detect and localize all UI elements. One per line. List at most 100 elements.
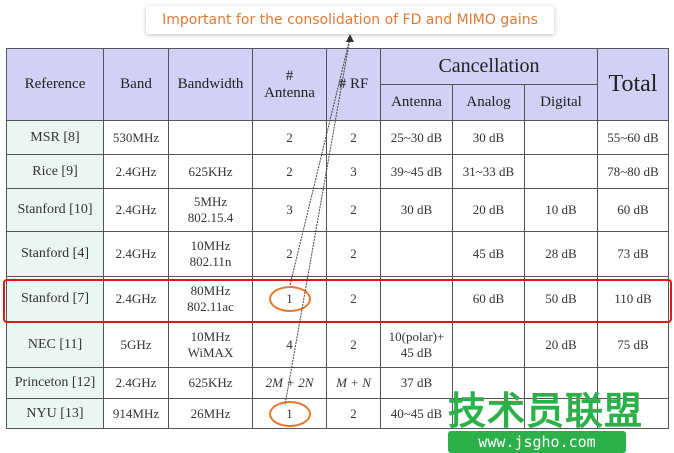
cell-text: 55~60 dB xyxy=(607,129,659,145)
cell-text: MSR [8] xyxy=(30,129,80,145)
header-total: Total xyxy=(597,48,669,121)
cell-text: NYU [13] xyxy=(26,405,84,421)
cell-text: 625KHz xyxy=(188,163,233,179)
cell-text: 3 xyxy=(286,202,293,217)
cell-c-analog xyxy=(452,398,525,429)
cell-text: M + N xyxy=(336,375,371,390)
cell-total xyxy=(597,398,669,429)
cell-text: 60 dB xyxy=(617,202,649,217)
cell-reference: MSR [8] xyxy=(6,120,104,155)
cell-rf: 2 xyxy=(326,276,381,322)
cell-text: 110 dB xyxy=(614,291,652,306)
cell-reference: Stanford [10] xyxy=(6,188,104,232)
cell-reference: NYU [13] xyxy=(6,398,104,429)
cell-antenna: 1 xyxy=(252,276,327,322)
cell-text: 39~45 dB xyxy=(390,163,443,179)
cell-c-antenna: 25~30 dB xyxy=(380,120,453,155)
arrow-head-icon xyxy=(346,34,354,42)
cell-c-antenna xyxy=(380,276,453,322)
cell-text: 802.11ac xyxy=(187,299,234,314)
cell-text: 2 xyxy=(350,129,357,145)
cell-bandwidth: 625KHz xyxy=(168,367,253,399)
cell-text: 60 dB xyxy=(472,291,505,306)
cell-text: 10(polar)+ xyxy=(388,328,445,344)
cell-c-digital: 28 dB xyxy=(524,231,598,277)
cell-text: 37 dB xyxy=(400,375,433,390)
antenna-label: Antenna xyxy=(264,84,315,101)
cell-c-analog: 60 dB xyxy=(452,276,525,322)
cell-rf: 2 xyxy=(326,188,381,232)
cell-text: Rice [9] xyxy=(32,163,78,179)
cell-text: 20 dB xyxy=(545,336,577,352)
cell-text: 2.4GHz xyxy=(115,246,157,261)
cell-text: 30 dB xyxy=(472,129,505,145)
cell-text: 5GHz xyxy=(120,336,152,352)
cell-text: 28 dB xyxy=(545,246,577,261)
cell-c-digital xyxy=(524,398,598,429)
cell-text: 4 xyxy=(286,336,293,352)
cell-rf: 2 xyxy=(326,231,381,277)
cell-text: 78~80 dB xyxy=(607,163,659,179)
cell-antenna: 2M + 2N xyxy=(252,367,327,399)
cell-text: 73 dB xyxy=(617,246,649,261)
header-antenna: # Antenna xyxy=(252,48,327,121)
cell-text: 1 xyxy=(286,291,293,306)
circle-mark: 1 xyxy=(268,400,311,427)
cell-bandwidth: 80MHz 802.11ac xyxy=(168,276,253,322)
cell-text: NEC [11] xyxy=(27,336,83,352)
cell-text: 2 xyxy=(350,291,357,306)
table-row: NYU [13] 914MHz 26MHz 1 2 40~45 dB xyxy=(6,398,669,429)
cell-reference: Princeton [12] xyxy=(6,367,104,399)
cell-text: 5MHz xyxy=(193,194,228,209)
cell-text: 75 dB xyxy=(617,336,649,352)
cell-text: 45 dB xyxy=(400,344,433,360)
cell-text: 2M + 2N xyxy=(265,375,314,390)
table-row: Rice [9] 2.4GHz 625KHz 2 3 39~45 dB 31~33 dB 78… xyxy=(6,154,669,189)
cell-text: 2.4GHz xyxy=(115,291,157,306)
cell-text: 40~45 dB xyxy=(390,405,443,421)
cell-text: WiMAX xyxy=(187,344,234,360)
arrow-line-1 xyxy=(289,37,351,286)
cell-text: Stanford [4] xyxy=(20,246,90,261)
cell-c-analog xyxy=(452,321,525,368)
cell-band: 2.4GHz xyxy=(103,188,169,232)
cell-text: 2 xyxy=(286,129,293,145)
header-bandwidth: Bandwidth xyxy=(168,48,253,121)
table-row: Stanford [4] 2.4GHz 10MHz 802.11n 2 2 45 dB 28 … xyxy=(6,231,669,277)
cell-reference: Rice [9] xyxy=(6,154,104,189)
cell-text: 10MHz xyxy=(190,328,231,344)
cell-text: 2 xyxy=(350,336,357,352)
cell-text: 2 xyxy=(286,246,293,261)
cell-antenna: 2 xyxy=(252,231,327,277)
cell-text: 802.11n xyxy=(189,254,232,269)
watermark: 技术员联盟 www.jsgho.com xyxy=(448,380,643,453)
cell-rf: 2 xyxy=(326,398,381,429)
watermark-name: 技术员联盟 xyxy=(448,389,644,433)
cell-c-digital xyxy=(524,367,598,399)
cell-text: 2 xyxy=(350,246,357,261)
header-reference: Reference xyxy=(6,48,104,121)
cell-text: 2.4GHz xyxy=(115,375,157,390)
cell-text: 30 dB xyxy=(400,202,433,217)
cell-text: 2 xyxy=(350,202,357,217)
cell-total: 78~80 dB xyxy=(597,154,669,189)
circle-mark: 1 xyxy=(268,286,311,312)
highlight-box xyxy=(3,279,672,323)
cell-band: 2.4GHz xyxy=(103,231,169,277)
cell-text: 10 dB xyxy=(545,202,577,217)
header-c-antenna: Antenna xyxy=(380,84,453,121)
cell-c-analog: 20 dB xyxy=(452,188,525,232)
cell-text: 25~30 dB xyxy=(390,129,443,145)
cell-text: 20 dB xyxy=(472,202,505,217)
cell-total: 110 dB xyxy=(597,276,669,322)
cell-total: 60 dB xyxy=(597,188,669,232)
cell-antenna: 1 xyxy=(252,398,327,429)
cell-text: Stanford [10] xyxy=(17,202,93,217)
cell-c-digital: 10 dB xyxy=(524,188,598,232)
cell-rf: 3 xyxy=(326,154,381,189)
cell-text: 2 xyxy=(350,405,357,421)
arrow-line-2 xyxy=(284,37,351,406)
callout-note: Important for the consolidation of FD an… xyxy=(146,6,554,34)
cell-text: 45 dB xyxy=(472,246,505,261)
cell-reference: Stanford [7] xyxy=(6,276,104,322)
